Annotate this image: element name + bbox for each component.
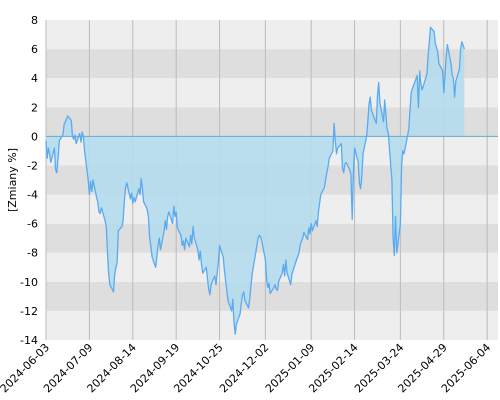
y-tick-label: 0	[31, 130, 38, 143]
y-axis-ticks: -14 -12 -10 -8 -6 -4 -2 0 2 4 6 8	[20, 14, 38, 347]
grid-band	[46, 310, 498, 340]
grid-band	[46, 49, 498, 79]
series-area-fill	[46, 27, 465, 335]
y-tick-label: 8	[31, 14, 38, 27]
y-tick-label: -2	[27, 159, 38, 172]
x-axis-ticks: 2024-06-032024-07-092024-08-142024-09-19…	[0, 341, 493, 395]
y-tick-label: -10	[20, 276, 38, 289]
y-tick-label: 4	[31, 72, 38, 85]
series-line	[45, 26, 465, 335]
grid-band	[46, 20, 498, 50]
y-tick-label: -6	[27, 218, 38, 231]
y-tick-label: 6	[31, 43, 38, 56]
y-tick-label: -8	[27, 247, 38, 260]
y-tick-label: -14	[20, 334, 38, 347]
y-tick-label: 2	[31, 101, 38, 114]
y-axis-label: [Zmiany %]	[6, 148, 19, 212]
y-tick-label: -12	[20, 305, 38, 318]
y-tick-label: -4	[27, 189, 38, 202]
